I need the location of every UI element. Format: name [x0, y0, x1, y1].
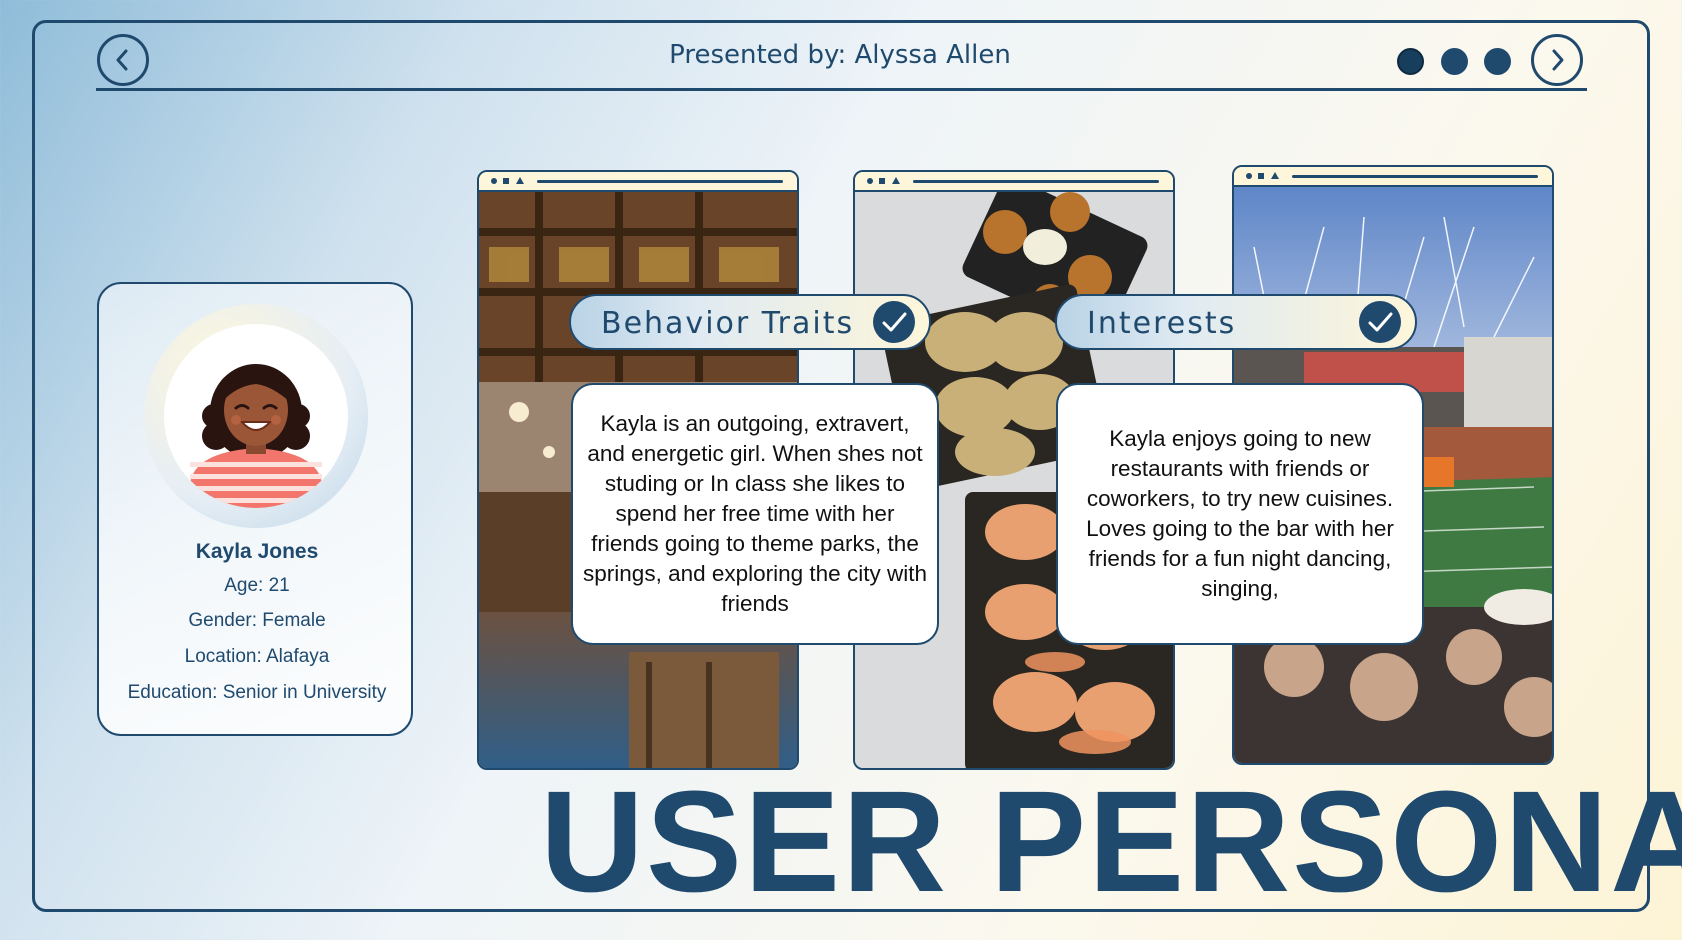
interests-title: Interests: [1087, 306, 1237, 341]
behavior-traits-title: Behavior Traits: [601, 306, 855, 341]
interests-card: Kayla enjoys going to new restaurants wi…: [1056, 383, 1424, 645]
avatar-ring: [144, 304, 368, 528]
chevron-right-icon: [1552, 49, 1564, 71]
persona-gender: Gender: Female: [188, 610, 326, 631]
chevron-left-icon: [116, 49, 128, 71]
behavior-traits-header: Behavior Traits: [569, 294, 931, 350]
persona-age: Age: 21: [224, 575, 290, 596]
behavior-traits-text: Kayla is an outgoing, extravert, and ene…: [583, 411, 927, 616]
persona-name: Kayla Jones: [195, 540, 319, 563]
check-icon: [1359, 301, 1401, 343]
slide-frame: [32, 20, 1650, 912]
check-icon: [873, 301, 915, 343]
page-dot-1[interactable]: [1397, 48, 1424, 75]
photo-card-toolbar: [1234, 167, 1552, 187]
next-button[interactable]: [1531, 34, 1583, 86]
presenter-title: Presented by: Alyssa Allen: [669, 40, 1011, 70]
page-dot-2[interactable]: [1441, 48, 1468, 75]
profile-card: Kayla Jones Age: 21 Gender: Female Locat…: [97, 282, 413, 736]
page-dot-3[interactable]: [1484, 48, 1511, 75]
behavior-traits-card: Kayla is an outgoing, extravert, and ene…: [571, 383, 939, 645]
avatar-illustration-icon: [190, 364, 322, 508]
persona-education: Education: Senior in University: [127, 682, 387, 703]
previous-button[interactable]: [97, 34, 149, 86]
photo-card-toolbar: [855, 172, 1173, 192]
page-title: USER PERSONA: [540, 761, 1682, 922]
avatar: [164, 324, 348, 508]
photo-card-toolbar: [479, 172, 797, 192]
persona-location: Location: Alafaya: [184, 646, 330, 667]
interests-text: Kayla enjoys going to new restaurants wi…: [1086, 426, 1394, 601]
interests-header: Interests: [1055, 294, 1417, 350]
header-divider: [96, 88, 1587, 91]
